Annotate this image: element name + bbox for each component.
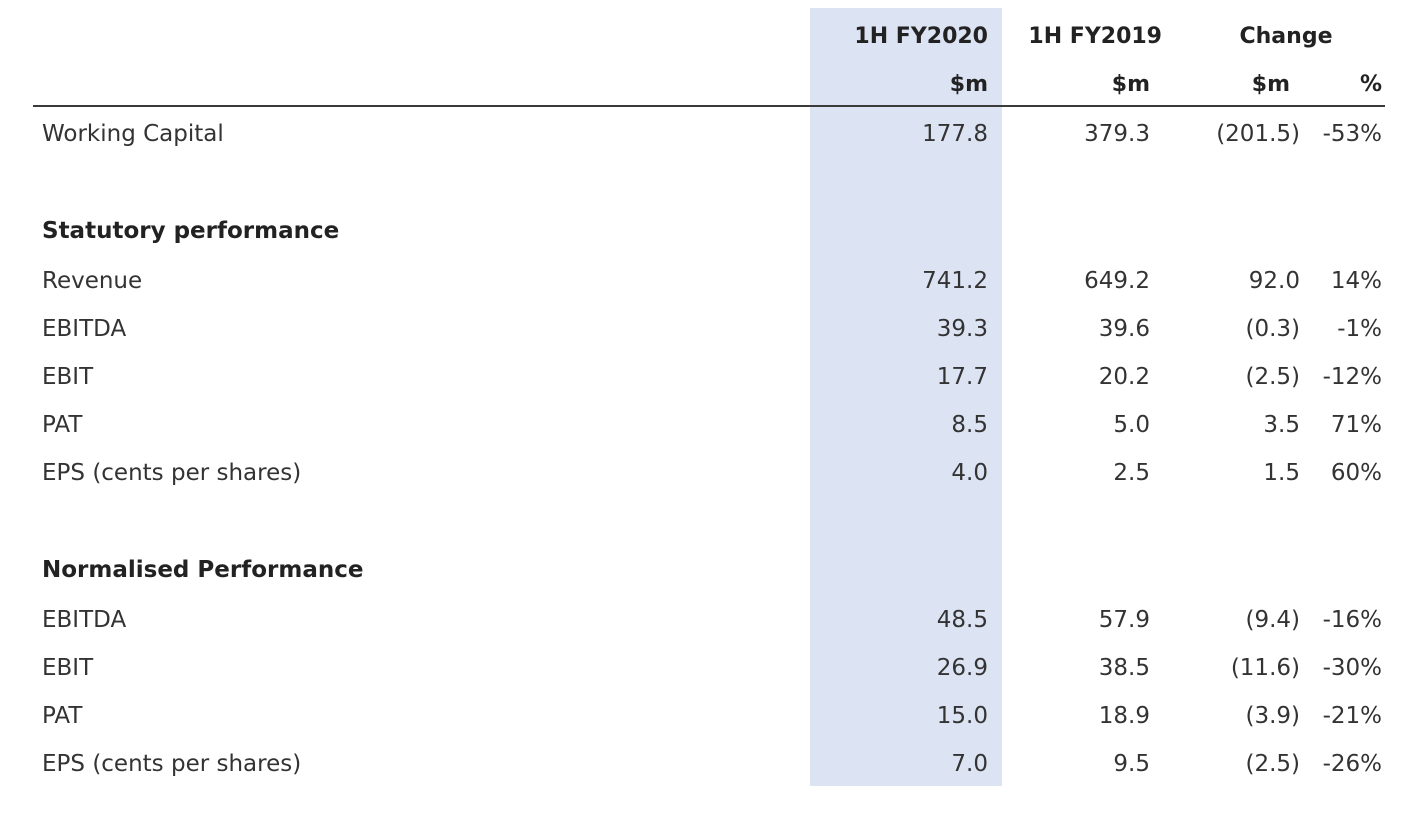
value-change: (201.5) xyxy=(1216,121,1300,147)
table-row: EPS (cents per shares) 7.0 9.5 (2.5) -26… xyxy=(0,744,1412,784)
value-current: 39.3 xyxy=(936,316,988,342)
table-row: PAT 15.0 18.9 (3.9) -21% xyxy=(0,696,1412,736)
row-label: EPS (cents per shares) xyxy=(42,751,302,777)
unit-prior: $m xyxy=(1111,72,1150,97)
value-pct: -12% xyxy=(1322,364,1382,390)
table-row-working-capital: Working Capital 177.8 379.3 (201.5) -53% xyxy=(0,114,1412,154)
value-prior: 379.3 xyxy=(1084,121,1150,147)
value-prior: 2.5 xyxy=(1113,460,1150,486)
row-label: Working Capital xyxy=(42,121,224,147)
value-current: 17.7 xyxy=(936,364,988,390)
unit-current: $m xyxy=(949,72,988,97)
value-pct: 71% xyxy=(1330,412,1382,438)
header-rule xyxy=(33,105,1385,107)
row-label: EBITDA xyxy=(42,316,127,342)
value-change: (0.3) xyxy=(1245,316,1300,342)
value-prior: 57.9 xyxy=(1098,607,1150,633)
value-prior: 38.5 xyxy=(1098,655,1150,681)
value-prior: 649.2 xyxy=(1084,268,1150,294)
value-pct: 14% xyxy=(1330,268,1382,294)
value-pct: -21% xyxy=(1322,703,1382,729)
value-current: 15.0 xyxy=(936,703,988,729)
value-prior: 9.5 xyxy=(1113,751,1150,777)
value-change: (3.9) xyxy=(1245,703,1300,729)
table-row: EBITDA 39.3 39.6 (0.3) -1% xyxy=(0,309,1412,349)
table-row: EBIT 26.9 38.5 (11.6) -30% xyxy=(0,648,1412,688)
value-prior: 5.0 xyxy=(1113,412,1150,438)
value-change: (9.4) xyxy=(1245,607,1300,633)
value-prior: 20.2 xyxy=(1098,364,1150,390)
value-change: (2.5) xyxy=(1245,751,1300,777)
unit-change: $m xyxy=(1251,72,1290,97)
value-pct: -26% xyxy=(1322,751,1382,777)
table-row: PAT 8.5 5.0 3.5 71% xyxy=(0,405,1412,445)
section-title-normalised: Normalised Performance xyxy=(42,557,364,583)
header-1h-fy2020: 1H FY2020 xyxy=(854,24,988,49)
value-change: 1.5 xyxy=(1263,460,1300,486)
section-title-statutory: Statutory performance xyxy=(42,218,340,244)
value-current: 4.0 xyxy=(951,460,988,486)
value-current: 7.0 xyxy=(951,751,988,777)
value-change: 3.5 xyxy=(1263,412,1300,438)
value-current: 8.5 xyxy=(951,412,988,438)
value-pct: 60% xyxy=(1330,460,1382,486)
row-label: PAT xyxy=(42,703,83,729)
row-label: EPS (cents per shares) xyxy=(42,460,302,486)
value-current: 26.9 xyxy=(936,655,988,681)
unit-pct: % xyxy=(1359,72,1382,97)
table-row: EBITDA 48.5 57.9 (9.4) -16% xyxy=(0,600,1412,640)
value-pct: -53% xyxy=(1322,121,1382,147)
header-change: Change xyxy=(1239,24,1333,49)
table-row: EPS (cents per shares) 4.0 2.5 1.5 60% xyxy=(0,453,1412,493)
row-label: Revenue xyxy=(42,268,143,294)
value-pct: -1% xyxy=(1337,316,1382,342)
row-label: EBITDA xyxy=(42,607,127,633)
value-prior: 39.6 xyxy=(1098,316,1150,342)
value-pct: -16% xyxy=(1322,607,1382,633)
header-1h-fy2019: 1H FY2019 xyxy=(1028,24,1162,49)
value-prior: 18.9 xyxy=(1098,703,1150,729)
current-period-highlight xyxy=(810,8,1002,786)
row-label: EBIT xyxy=(42,655,94,681)
value-pct: -30% xyxy=(1322,655,1382,681)
value-change: (11.6) xyxy=(1230,655,1300,681)
value-current: 741.2 xyxy=(922,268,988,294)
value-current: 177.8 xyxy=(922,121,988,147)
table-row: EBIT 17.7 20.2 (2.5) -12% xyxy=(0,357,1412,397)
value-change: (2.5) xyxy=(1245,364,1300,390)
row-label: PAT xyxy=(42,412,83,438)
value-change: 92.0 xyxy=(1248,268,1300,294)
row-label: EBIT xyxy=(42,364,94,390)
value-current: 48.5 xyxy=(936,607,988,633)
table-row: Revenue 741.2 649.2 92.0 14% xyxy=(0,261,1412,301)
